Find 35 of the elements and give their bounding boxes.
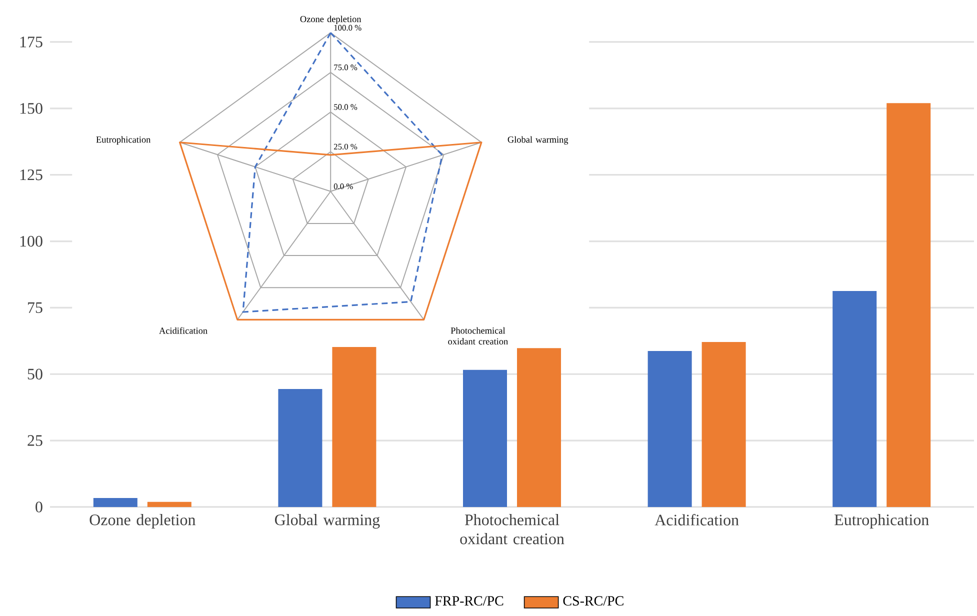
y-tick-label: 150 bbox=[20, 102, 42, 114]
y-tick-label: 125 bbox=[20, 169, 42, 180]
x-tick-label: Eutrophication bbox=[834, 514, 929, 528]
bar bbox=[886, 102, 931, 507]
legend-label: FRP-RC/PC bbox=[435, 596, 504, 606]
y-tick-label: 175 bbox=[20, 36, 42, 48]
x-tick-label: Ozone depletion bbox=[90, 514, 196, 528]
y-tick-label: 75 bbox=[28, 302, 42, 313]
spoke-label: Ozone depletion bbox=[300, 16, 362, 24]
bar bbox=[93, 498, 138, 507]
bar bbox=[832, 290, 877, 507]
y-tick-label: 25.0 % bbox=[334, 144, 358, 150]
y-tick-label: 100.0 % bbox=[334, 24, 362, 30]
y-tick-label: 50 bbox=[28, 368, 42, 380]
bar bbox=[702, 342, 746, 507]
spoke-label: Acidification bbox=[159, 327, 208, 334]
bar bbox=[278, 388, 322, 507]
y-tick-label: 0 bbox=[36, 501, 42, 512]
bar bbox=[147, 502, 192, 507]
y-tick-label: 0.0 % bbox=[334, 183, 353, 189]
y-tick-label: 25 bbox=[28, 434, 42, 446]
legend-label: CS-RC/PC bbox=[563, 596, 624, 606]
x-tick-label: Acidification bbox=[654, 514, 739, 526]
y-tick-label: 100 bbox=[20, 236, 42, 246]
bar bbox=[332, 346, 376, 507]
spoke-label: Global warming bbox=[508, 136, 568, 144]
bar bbox=[463, 370, 507, 507]
x-tick-label: Global warming bbox=[274, 514, 380, 528]
bar bbox=[517, 348, 561, 507]
spoke-label: Photochemical oxidant creation bbox=[448, 327, 508, 344]
y-tick-label: 75.0 % bbox=[334, 64, 358, 70]
spoke-label: Eutrophication bbox=[96, 136, 151, 144]
x-tick-label: Photochemical oxidant creation bbox=[460, 514, 564, 544]
bar bbox=[648, 350, 692, 507]
y-tick-label: 50.0 % bbox=[334, 104, 358, 110]
